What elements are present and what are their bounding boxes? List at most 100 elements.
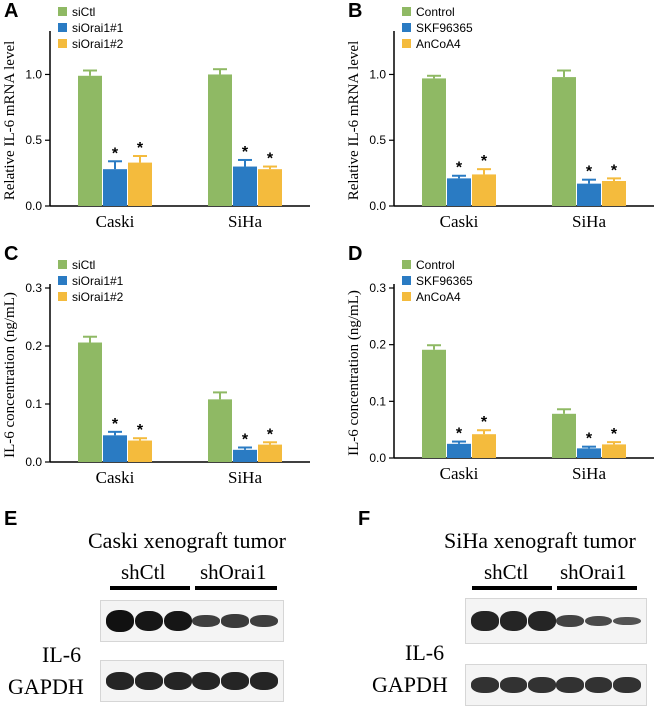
y-tick-label: 0.0 — [369, 199, 386, 213]
y-tick-label: 0.0 — [25, 199, 42, 213]
group-line-e-2 — [195, 586, 277, 590]
band — [106, 610, 135, 632]
bar-sictl-siha — [208, 399, 232, 462]
significance-mark: * — [242, 144, 249, 161]
panel-letter-e: E — [4, 508, 18, 530]
legend-label: siOrai1#2 — [72, 290, 124, 304]
significance-mark: * — [586, 431, 593, 448]
bar-siorai1-2-siha — [258, 444, 282, 462]
panel-letter-a: A — [4, 0, 19, 22]
band — [527, 677, 556, 693]
category-label-caski: Caski — [96, 212, 135, 231]
significance-mark: * — [586, 164, 593, 181]
group-label-f-shorai1: shOrai1 — [560, 560, 627, 584]
band — [584, 615, 613, 627]
y-tick-label: 0.1 — [25, 397, 42, 411]
significance-mark: * — [611, 162, 618, 179]
band — [106, 672, 135, 690]
blot-f-gapdh — [465, 664, 647, 706]
y-axis-label: Relative IL-6 mRNA level — [346, 41, 362, 201]
legend-label: AnCoA4 — [416, 37, 461, 51]
y-tick-label: 0.3 — [25, 281, 42, 295]
band — [192, 672, 221, 690]
bar-control-siha — [552, 413, 576, 458]
legend-label: siOrai1#1 — [72, 274, 124, 288]
significance-mark: * — [267, 151, 274, 168]
legend-label: siCtl — [72, 258, 95, 272]
group-label-f-shctl: shCtl — [484, 560, 529, 584]
band — [249, 614, 278, 628]
bar-skf96365-caski — [447, 178, 471, 206]
band — [471, 677, 500, 693]
band — [249, 672, 278, 690]
bar-siorai1-2-caski — [128, 440, 152, 462]
legend-swatch — [402, 23, 411, 32]
bar-sictl-caski — [78, 342, 102, 462]
band — [612, 677, 641, 693]
legend-label: siCtl — [72, 5, 95, 19]
band — [612, 616, 641, 626]
significance-mark: * — [456, 426, 463, 443]
bar-sictl-siha — [208, 74, 232, 206]
bar-control-caski — [422, 78, 446, 206]
significance-mark: * — [137, 140, 144, 157]
legend-swatch — [58, 23, 67, 32]
band — [220, 672, 250, 690]
bar-siorai1-1-caski — [103, 435, 127, 462]
bar-siorai1-1-siha — [233, 449, 257, 462]
y-tick-label: 0.2 — [25, 339, 42, 353]
legend-label: SKF96365 — [416, 274, 473, 288]
legend-swatch — [58, 260, 67, 269]
bar-control-caski — [422, 349, 446, 458]
significance-mark: * — [611, 426, 618, 443]
bar-skf96365-siha — [577, 183, 601, 206]
group-line-f-1 — [472, 586, 552, 590]
blot-e-il6 — [100, 600, 284, 642]
significance-mark: * — [481, 414, 488, 431]
band — [556, 677, 585, 693]
legend-swatch — [58, 7, 67, 16]
significance-mark: * — [242, 432, 249, 449]
band — [192, 614, 221, 628]
row-label-e-gapdh: GAPDH — [8, 674, 84, 699]
western-title-e: Caski xenograft tumor — [88, 528, 286, 553]
category-label-caski: Caski — [440, 212, 479, 231]
category-label-caski: Caski — [440, 464, 479, 483]
significance-mark: * — [112, 416, 119, 433]
y-tick-label: 1.0 — [369, 67, 386, 81]
band — [163, 672, 192, 690]
panel-letter-d: D — [348, 243, 363, 265]
category-label-siha: SiHa — [572, 212, 606, 231]
y-axis-label: IL-6 concentration (ng/mL) — [2, 292, 18, 458]
bar-ancoa4-siha — [602, 181, 626, 206]
band — [134, 610, 164, 632]
bar-siorai1-2-siha — [258, 169, 282, 206]
panel-letter-f: F — [358, 508, 371, 530]
y-tick-label: 0.5 — [369, 133, 386, 147]
legend-label: SKF96365 — [416, 21, 473, 35]
row-label-e-il6: IL-6 — [42, 642, 82, 667]
bar-ancoa4-siha — [602, 444, 626, 458]
legend-label: Control — [416, 5, 455, 19]
legend-swatch — [58, 276, 67, 285]
y-tick-label: 0.0 — [25, 455, 42, 469]
blot-e-gapdh — [100, 660, 284, 702]
band — [134, 672, 164, 690]
significance-mark: * — [112, 145, 119, 162]
legend-swatch — [402, 7, 411, 16]
significance-mark: * — [137, 422, 144, 439]
legend-label: AnCoA4 — [416, 290, 461, 304]
legend-label: Control — [416, 258, 455, 272]
y-tick-label: 0.3 — [369, 281, 386, 295]
group-label-e-shorai1: shOrai1 — [200, 560, 267, 584]
bar-siorai1-2-caski — [128, 162, 152, 206]
band — [527, 611, 556, 631]
legend-label: siOrai1#1 — [72, 21, 124, 35]
bar-skf96365-caski — [447, 443, 471, 458]
bar-chart-a: 0.0 0.5 1.0 Relative IL-6 mRNA level * * Caski… — [2, 5, 310, 231]
row-label-f-gapdh: GAPDH — [372, 672, 448, 697]
bar-chart-c: 0.0 0.1 0.2 0.3 IL-6 concentration (ng/mL) * *… — [2, 258, 310, 487]
band — [471, 611, 500, 631]
category-label-siha: SiHa — [572, 464, 606, 483]
band — [584, 677, 613, 693]
